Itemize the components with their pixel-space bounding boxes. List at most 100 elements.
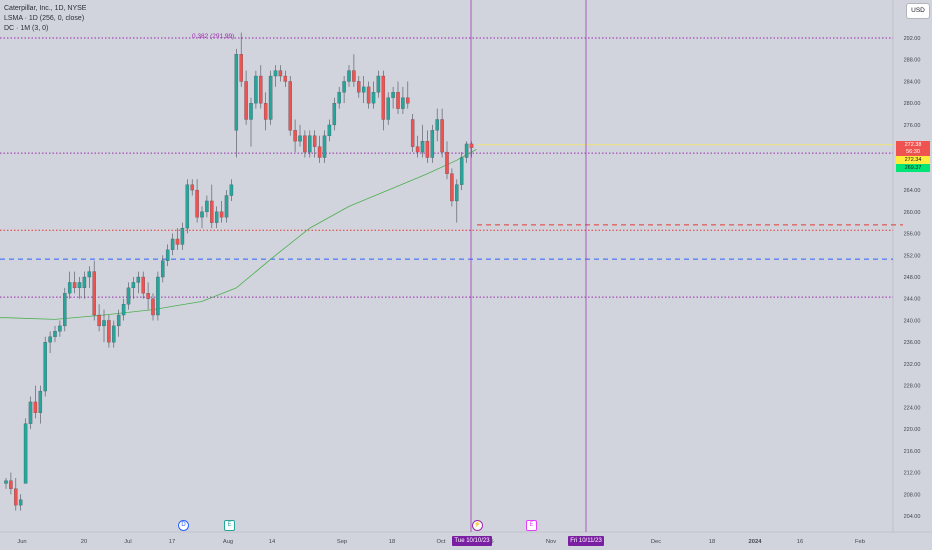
candle[interactable]	[87, 271, 92, 278]
candle[interactable]	[175, 238, 180, 245]
candle[interactable]	[205, 200, 209, 212]
candle[interactable]	[170, 238, 175, 250]
candle[interactable]	[317, 146, 322, 158]
candle[interactable]	[332, 103, 337, 126]
candle[interactable]	[357, 81, 361, 93]
candle[interactable]	[298, 135, 302, 142]
candle[interactable]	[410, 119, 415, 147]
candle[interactable]	[263, 103, 268, 120]
candle[interactable]	[38, 390, 43, 413]
candle[interactable]	[459, 157, 464, 185]
candle[interactable]	[14, 488, 18, 506]
candle[interactable]	[92, 271, 96, 316]
earnings-marker-icon[interactable]: E	[526, 520, 537, 531]
candle[interactable]	[82, 276, 87, 289]
candle[interactable]	[435, 119, 439, 131]
candle[interactable]	[112, 325, 116, 343]
candle[interactable]	[229, 184, 234, 196]
candle[interactable]	[440, 119, 444, 153]
candle[interactable]	[4, 480, 8, 484]
candle[interactable]	[293, 130, 297, 142]
candle[interactable]	[391, 92, 395, 98]
candle[interactable]	[219, 211, 224, 218]
candle[interactable]	[210, 200, 214, 223]
candle[interactable]	[450, 173, 454, 202]
candle[interactable]	[327, 124, 332, 136]
candle[interactable]	[214, 211, 219, 223]
candle[interactable]	[224, 195, 229, 218]
candle[interactable]	[18, 499, 23, 506]
candle[interactable]	[406, 97, 410, 104]
candle[interactable]	[273, 70, 278, 77]
candle[interactable]	[43, 342, 47, 392]
candle[interactable]	[151, 298, 155, 316]
candle[interactable]	[352, 70, 356, 82]
candle[interactable]	[401, 97, 405, 109]
candle[interactable]	[195, 189, 199, 218]
candle[interactable]	[131, 282, 136, 289]
candle[interactable]	[67, 282, 72, 294]
candle[interactable]	[146, 293, 150, 299]
candle[interactable]	[200, 211, 204, 218]
candle[interactable]	[121, 304, 126, 316]
candle[interactable]	[244, 81, 248, 120]
candle[interactable]	[165, 249, 170, 261]
candle[interactable]	[141, 276, 145, 294]
candle[interactable]	[366, 86, 371, 104]
candle[interactable]	[136, 276, 141, 283]
legend-symbol[interactable]: Caterpillar, Inc., 1D, NYSE	[4, 5, 87, 12]
candle[interactable]	[161, 260, 165, 278]
candle[interactable]	[322, 135, 327, 158]
split-marker-icon[interactable]: ⚡	[472, 520, 483, 531]
candle[interactable]	[249, 103, 253, 120]
candle[interactable]	[58, 325, 62, 332]
candle[interactable]	[190, 184, 194, 191]
candle[interactable]	[288, 81, 292, 131]
candle[interactable]	[33, 401, 38, 413]
candle[interactable]	[180, 227, 185, 245]
candle[interactable]	[381, 75, 386, 120]
candle[interactable]	[28, 401, 33, 424]
candle[interactable]	[312, 135, 317, 147]
candle[interactable]	[337, 92, 341, 104]
candle[interactable]	[420, 141, 425, 153]
candle[interactable]	[259, 75, 263, 104]
candle[interactable]	[347, 70, 351, 82]
candle[interactable]	[77, 282, 82, 289]
candle[interactable]	[371, 92, 376, 104]
candle[interactable]	[156, 276, 160, 316]
candle[interactable]	[185, 184, 190, 229]
candle[interactable]	[53, 331, 57, 337]
candle[interactable]	[361, 86, 366, 93]
lsma-line[interactable]	[0, 149, 477, 320]
candle[interactable]	[386, 97, 390, 120]
candle[interactable]	[283, 75, 288, 82]
candle[interactable]	[303, 135, 307, 153]
candle[interactable]	[278, 70, 283, 77]
candle[interactable]	[268, 75, 273, 120]
candle[interactable]	[254, 75, 258, 104]
candle[interactable]	[23, 423, 28, 484]
candle[interactable]	[469, 143, 474, 148]
candle[interactable]	[48, 336, 52, 343]
candle[interactable]	[97, 314, 101, 327]
candle[interactable]	[239, 54, 243, 82]
legend-indicator-lsma[interactable]: LSMA · 1D (256, 0, close)	[4, 15, 85, 22]
earnings-marker-icon[interactable]: E	[224, 520, 235, 531]
candle[interactable]	[464, 143, 469, 158]
candle[interactable]	[396, 92, 400, 109]
candle[interactable]	[455, 184, 459, 202]
candle[interactable]	[376, 75, 381, 93]
candle[interactable]	[430, 130, 435, 158]
candle[interactable]	[342, 81, 346, 93]
candle[interactable]	[445, 151, 449, 174]
candle[interactable]	[72, 282, 77, 289]
candle[interactable]	[102, 320, 106, 327]
candle[interactable]	[63, 293, 67, 327]
legend-indicator-dc[interactable]: DC · 1M (3, 0)	[4, 25, 49, 32]
candle[interactable]	[107, 320, 111, 343]
candle[interactable]	[415, 146, 420, 153]
candle[interactable]	[126, 287, 131, 305]
